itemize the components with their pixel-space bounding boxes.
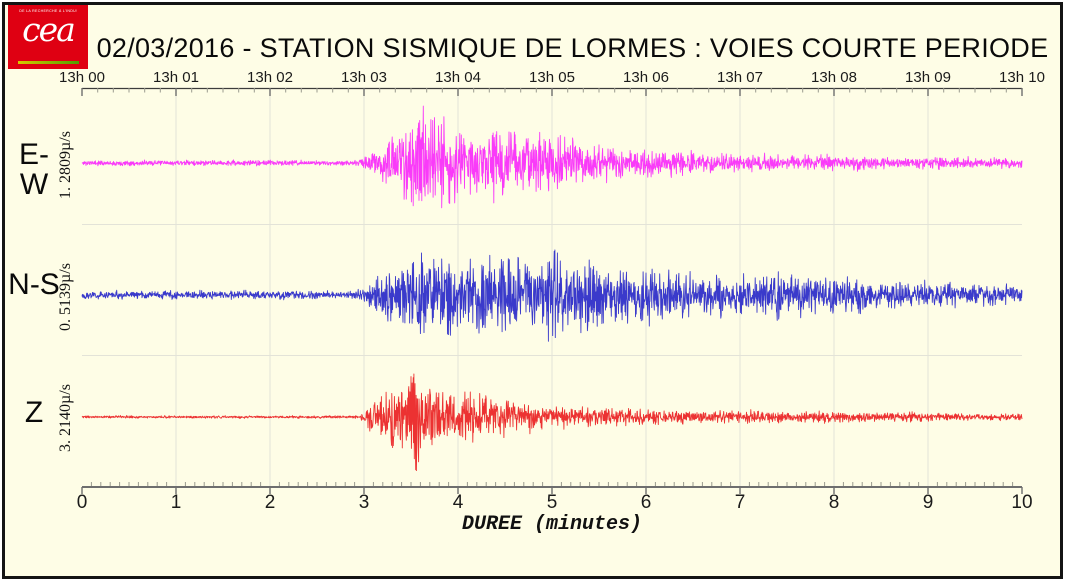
time-tick-label: 13h 05 xyxy=(529,69,575,86)
time-tick-label: 13h 01 xyxy=(153,69,199,86)
channel-scale-z: 3. 2140µ/s xyxy=(57,384,74,452)
cea-logo-underline xyxy=(18,61,79,64)
duration-tick-label: 9 xyxy=(922,492,934,513)
channel-scale-ew: 1. 2809µ/s xyxy=(57,131,74,199)
trace-z xyxy=(81,373,1023,472)
cea-logo-wordmark: cea xyxy=(22,10,76,49)
cea-logo-tagline: DE LA RECHERCHE À L'INDUSTRIE xyxy=(19,9,77,14)
cea-logo: DE LA RECHERCHE À L'INDUSTRIE cea xyxy=(8,5,88,69)
trace-e-w xyxy=(81,105,1023,209)
duration-tick-label: 4 xyxy=(452,492,464,513)
duration-tick-label: 1 xyxy=(170,492,182,513)
duration-tick-label: 6 xyxy=(640,492,652,513)
duration-tick-label: 5 xyxy=(546,492,558,513)
channel-label-z: Z xyxy=(24,396,44,429)
time-tick-label: 13h 03 xyxy=(341,69,387,86)
time-tick-label: 13h 00 xyxy=(59,69,105,86)
channel-scale-ns: 0. 5139µ/s xyxy=(57,263,74,331)
time-tick-label: 13h 04 xyxy=(435,69,481,86)
time-tick-label: 13h 07 xyxy=(717,69,763,86)
duration-tick-label: 2 xyxy=(264,492,276,513)
duration-tick-label: 3 xyxy=(358,492,370,513)
time-tick-label: 13h 06 xyxy=(623,69,669,86)
duration-tick-label: 10 xyxy=(1011,492,1033,513)
duration-tick-label: 7 xyxy=(734,492,746,513)
time-tick-label: 13h 09 xyxy=(905,69,951,86)
duration-tick-label: 8 xyxy=(828,492,840,513)
duration-axis-title: DUREE (minutes) xyxy=(461,513,643,536)
channel-label-ew: E-W xyxy=(19,138,49,201)
duration-tick-label: 0 xyxy=(76,492,88,513)
trace-n-s xyxy=(81,249,1023,342)
channel-label-ns: N-S xyxy=(8,268,60,301)
time-tick-label: 13h 02 xyxy=(247,69,293,86)
time-tick-label: 13h 10 xyxy=(999,69,1045,86)
time-tick-label: 13h 08 xyxy=(811,69,857,86)
plot-title: 02/03/2016 - STATION SISMIQUE DE LORMES … xyxy=(96,33,1049,63)
